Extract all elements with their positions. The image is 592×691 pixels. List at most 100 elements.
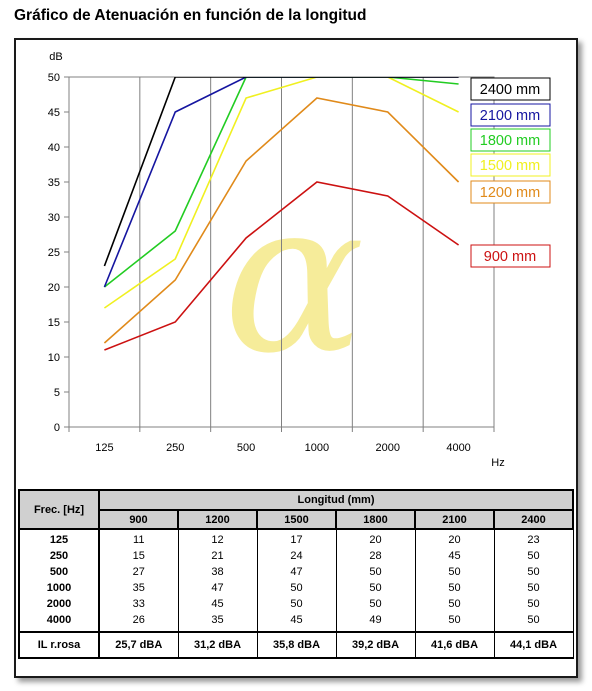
value-cell: 47 [177,580,258,596]
x-tick-label: 4000 [446,442,470,454]
value-cell: 49 [335,612,416,632]
legend-box [470,153,551,177]
value-cell: 50 [335,564,416,580]
frec-header: Frec. [Hz] [18,489,100,530]
legend-box [470,244,551,268]
y-tick-label: 5 [54,387,60,399]
value-cell: 33 [98,596,179,612]
x-tick-label: 2000 [376,442,400,454]
attenuation-chart: α 0 5 10 15 20 25 30 35 40 45 50 125 250 500 1000 2000 40… [48,51,551,469]
value-cell: 35 [98,580,179,596]
x-tick-label: 1000 [305,442,329,454]
attenuation-table-container: Frec. [Hz] Longitud (mm) 900 1200 1500 1800… [18,489,574,659]
il-value-cell: 31,2 dBA [177,631,258,659]
legend-box [470,180,551,204]
legend-label: 1800 mm [480,133,540,149]
y-tick-label: 35 [48,177,60,189]
value-cell: 50 [493,548,574,564]
column-header: 900 [98,509,179,530]
y-tick-label: 45 [48,107,60,119]
value-cell: 20 [414,529,495,548]
legend-box [470,103,551,127]
frequency-cell: 250 [18,548,100,564]
il-label: IL r.rosa [18,631,100,659]
watermark-alpha: α [223,155,365,400]
value-cell: 26 [98,612,179,632]
legend-box [470,77,551,101]
il-row: IL r.rosa 25,7 dBA 31,2 dBA 35,8 dBA 39,2 dB… [18,631,574,659]
frequency-cell: 4000 [18,612,100,632]
legend-label: 900 mm [484,249,536,265]
column-header: 1200 [177,509,258,530]
attenuation-table: Frec. [Hz] Longitud (mm) 900 1200 1500 1800… [18,489,574,659]
frequency-cell: 2000 [18,596,100,612]
value-cell: 50 [493,596,574,612]
legend-label: 2100 mm [480,108,540,124]
legend-box [470,128,551,152]
il-value-cell: 41,6 dBA [414,631,495,659]
column-header-row: 900 1200 1500 1800 2100 2400 [19,509,574,530]
series-line-1500-mm [103,77,459,309]
table-body: 125 11 12 17 20 20 23 250 15 21 24 28 45 50 500 27 38 47 5… [18,529,574,659]
value-cell: 23 [493,529,574,548]
page-title: Gráfico de Atenuación en función de la l… [14,7,367,24]
frequency-cell: 1000 [18,580,100,596]
il-value-cell: 39,2 dBA [335,631,416,659]
value-cell: 28 [335,548,416,564]
value-cell: 50 [414,580,495,596]
value-cell: 11 [98,529,179,548]
value-cell: 35 [177,612,258,632]
value-cell: 50 [493,564,574,580]
il-value-cell: 35,8 dBA [256,631,337,659]
series-line-1200-mm [103,97,460,344]
il-value-cell: 25,7 dBA [98,631,179,659]
y-tick-label: 50 [48,72,60,84]
legend-label: 2400 mm [480,82,540,98]
frequency-cell: 500 [18,564,100,580]
value-cell: 12 [177,529,258,548]
y-tick-label: 30 [48,212,60,224]
table-row: 4000 26 35 45 49 50 50 [18,612,574,632]
legend-label: 1200 mm [480,185,540,201]
x-unit-label: Hz [491,457,504,469]
il-value-cell: 44,1 dBA [493,631,574,659]
value-cell: 50 [414,612,495,632]
value-cell: 50 [256,580,337,596]
column-header: 2400 [493,509,574,530]
table-row: 500 27 38 47 50 50 50 [18,564,574,580]
x-tick-label: 250 [166,442,184,454]
y-unit-label: dB [49,51,62,63]
value-cell: 45 [256,612,337,632]
figure-frame: α 0 5 10 15 20 25 30 35 40 45 50 125 250 500 1000 2000 40… [14,38,578,678]
value-cell: 27 [98,564,179,580]
value-cell: 21 [177,548,258,564]
value-cell: 45 [414,548,495,564]
y-tick-label: 15 [48,317,60,329]
value-cell: 50 [335,580,416,596]
series-line-900-mm [104,181,460,351]
column-header: 1500 [256,509,337,530]
value-cell: 47 [256,564,337,580]
value-cell: 50 [256,596,337,612]
value-cell: 50 [414,564,495,580]
column-header: 2100 [414,509,495,530]
value-cell: 50 [335,596,416,612]
x-tick-label: 125 [95,442,113,454]
value-cell: 50 [493,612,574,632]
table-row: 125 11 12 17 20 20 23 [18,529,574,548]
y-tick-label: 40 [48,142,60,154]
x-tick-label: 500 [237,442,255,454]
value-cell: 50 [414,596,495,612]
value-cell: 38 [177,564,258,580]
column-header: 1800 [335,509,416,530]
value-cell: 45 [177,596,258,612]
longitud-header: Longitud (mm) [98,489,574,511]
y-tick-label: 25 [48,247,60,259]
table-row: 1000 35 47 50 50 50 50 [18,580,574,596]
value-cell: 20 [335,529,416,548]
series-line-1800-mm [103,77,459,288]
value-cell: 17 [256,529,337,548]
table-row: 2000 33 45 50 50 50 50 [18,596,574,612]
value-cell: 15 [98,548,179,564]
y-tick-label: 10 [48,352,60,364]
